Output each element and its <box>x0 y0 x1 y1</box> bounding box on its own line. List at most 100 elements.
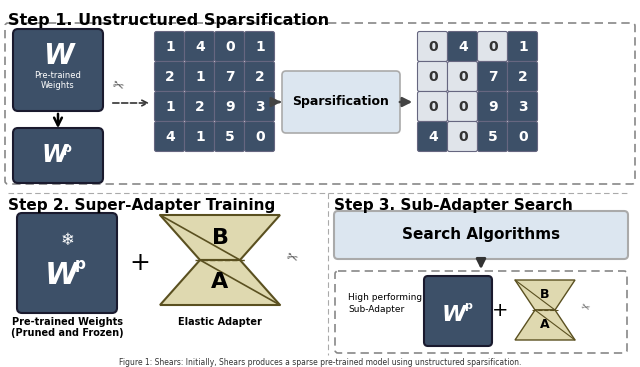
Text: 1: 1 <box>195 130 205 144</box>
FancyBboxPatch shape <box>154 62 184 91</box>
FancyBboxPatch shape <box>334 211 628 259</box>
Text: W: W <box>41 143 67 167</box>
FancyBboxPatch shape <box>508 121 538 152</box>
Text: 0: 0 <box>458 70 468 84</box>
FancyBboxPatch shape <box>282 71 400 133</box>
Text: 1: 1 <box>165 40 175 54</box>
Text: 1: 1 <box>255 40 265 54</box>
Text: 0: 0 <box>518 130 528 144</box>
Text: 0: 0 <box>458 100 468 114</box>
FancyBboxPatch shape <box>244 121 275 152</box>
FancyBboxPatch shape <box>417 121 447 152</box>
Text: 4: 4 <box>195 40 205 54</box>
Text: p: p <box>464 301 472 311</box>
Text: 9: 9 <box>225 100 235 114</box>
Polygon shape <box>160 215 280 260</box>
FancyBboxPatch shape <box>447 91 477 121</box>
FancyBboxPatch shape <box>184 62 214 91</box>
Text: Pre-trained Weights: Pre-trained Weights <box>12 317 122 327</box>
Text: 3: 3 <box>518 100 528 114</box>
FancyBboxPatch shape <box>13 29 103 111</box>
Text: Step 1. Unstructured Sparsification: Step 1. Unstructured Sparsification <box>8 13 329 28</box>
Text: 3: 3 <box>255 100 265 114</box>
Text: A: A <box>211 273 228 292</box>
Text: W: W <box>43 42 74 70</box>
Text: ✂: ✂ <box>284 250 300 266</box>
Text: 5: 5 <box>225 130 235 144</box>
FancyBboxPatch shape <box>477 62 508 91</box>
Polygon shape <box>515 310 575 340</box>
FancyBboxPatch shape <box>214 91 244 121</box>
FancyBboxPatch shape <box>477 121 508 152</box>
Text: ❄: ❄ <box>60 231 74 249</box>
Text: Elastic Adapter: Elastic Adapter <box>178 317 262 327</box>
Text: Weights: Weights <box>41 81 75 91</box>
Text: 0: 0 <box>225 40 235 54</box>
Text: 5: 5 <box>488 130 498 144</box>
Text: B: B <box>540 288 550 302</box>
FancyBboxPatch shape <box>244 91 275 121</box>
FancyBboxPatch shape <box>17 213 117 313</box>
FancyBboxPatch shape <box>447 121 477 152</box>
Text: 4: 4 <box>428 130 438 144</box>
Text: A: A <box>540 319 550 331</box>
Text: p: p <box>63 142 72 155</box>
FancyBboxPatch shape <box>184 32 214 62</box>
FancyBboxPatch shape <box>154 121 184 152</box>
FancyBboxPatch shape <box>244 62 275 91</box>
FancyBboxPatch shape <box>417 62 447 91</box>
FancyBboxPatch shape <box>477 32 508 62</box>
FancyBboxPatch shape <box>154 91 184 121</box>
Polygon shape <box>160 260 280 305</box>
FancyBboxPatch shape <box>154 32 184 62</box>
Text: Pre-trained: Pre-trained <box>35 72 81 80</box>
FancyBboxPatch shape <box>424 276 492 346</box>
Text: 1: 1 <box>518 40 528 54</box>
Text: +: + <box>492 302 508 320</box>
Text: B: B <box>211 228 228 247</box>
FancyBboxPatch shape <box>447 62 477 91</box>
Text: (Pruned and Frozen): (Pruned and Frozen) <box>11 328 124 338</box>
Polygon shape <box>515 280 575 310</box>
Text: Step 3. Sub-Adapter Search: Step 3. Sub-Adapter Search <box>334 198 573 213</box>
Text: 7: 7 <box>488 70 498 84</box>
Text: 2: 2 <box>518 70 528 84</box>
Text: 0: 0 <box>428 40 438 54</box>
Text: 0: 0 <box>255 130 265 144</box>
FancyBboxPatch shape <box>508 91 538 121</box>
Text: 4: 4 <box>165 130 175 144</box>
Text: 7: 7 <box>225 70 235 84</box>
Text: ✂: ✂ <box>579 301 591 313</box>
FancyBboxPatch shape <box>214 121 244 152</box>
Text: 4: 4 <box>458 40 468 54</box>
Text: 2: 2 <box>195 100 205 114</box>
FancyBboxPatch shape <box>13 128 103 183</box>
Text: Step 2. Super-Adapter Training: Step 2. Super-Adapter Training <box>8 198 275 213</box>
Text: 0: 0 <box>488 40 498 54</box>
Text: High performing: High performing <box>348 292 422 302</box>
FancyBboxPatch shape <box>184 91 214 121</box>
FancyBboxPatch shape <box>244 32 275 62</box>
FancyBboxPatch shape <box>214 62 244 91</box>
Text: 0: 0 <box>428 70 438 84</box>
Text: ✂: ✂ <box>110 77 126 95</box>
FancyBboxPatch shape <box>417 32 447 62</box>
Text: 0: 0 <box>458 130 468 144</box>
FancyBboxPatch shape <box>184 121 214 152</box>
Text: W: W <box>45 262 79 291</box>
Text: 9: 9 <box>488 100 498 114</box>
FancyBboxPatch shape <box>214 32 244 62</box>
Text: 2: 2 <box>255 70 265 84</box>
Text: 2: 2 <box>165 70 175 84</box>
Text: Sparsification: Sparsification <box>292 95 389 109</box>
Text: 1: 1 <box>195 70 205 84</box>
Text: 0: 0 <box>428 100 438 114</box>
Text: +: + <box>129 251 150 275</box>
FancyBboxPatch shape <box>508 32 538 62</box>
Text: 1: 1 <box>165 100 175 114</box>
FancyBboxPatch shape <box>417 91 447 121</box>
Text: Figure 1: Shears: Initially, Shears produces a sparse pre-trained model using un: Figure 1: Shears: Initially, Shears prod… <box>119 358 521 367</box>
FancyBboxPatch shape <box>447 32 477 62</box>
Text: Sub-Adapter: Sub-Adapter <box>348 305 404 315</box>
Text: p: p <box>75 257 85 272</box>
